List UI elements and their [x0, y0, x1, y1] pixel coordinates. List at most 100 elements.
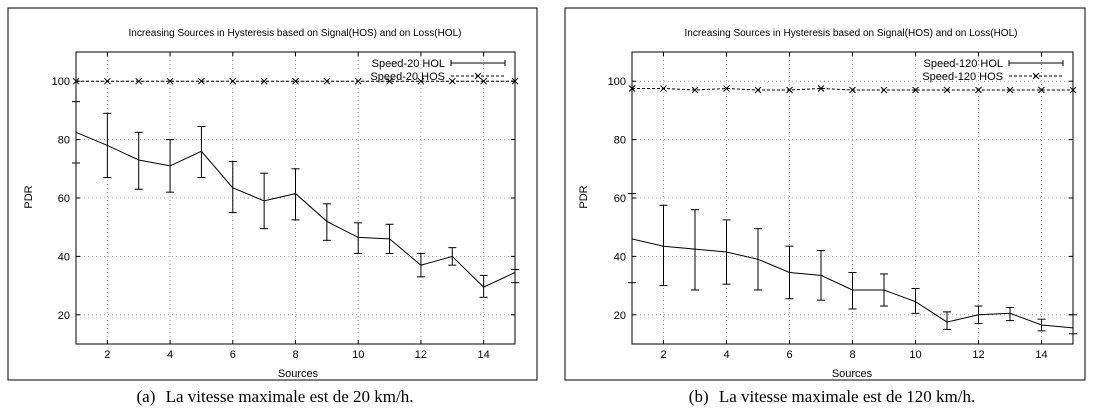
panel-b-x-tick-label-4: 4 [723, 349, 729, 361]
panel-b-y-tick-label-80: 80 [614, 135, 626, 147]
panel-b-series-1-point-stroke-b-5 [754, 86, 762, 94]
panel-a-legend-entry-0: Speed-20 HOL [372, 58, 506, 70]
panel-a-series-0-errorbar-11 [385, 223, 394, 254]
panel-a-series-0-errorbar-7 [260, 172, 269, 230]
panel-a-series-0-errorbar-9 [322, 203, 331, 241]
panel-a-series-1-point-10 [354, 77, 362, 85]
panel-b-series-0-errorbar-10 [911, 288, 920, 314]
panel-a-series-0-errorbar-10 [354, 222, 363, 254]
panel-b-series-1-point-10 [912, 86, 919, 94]
panel-b-x-tick-label-12: 12 [972, 349, 984, 361]
panel-b-series-0-errorbar-4 [722, 219, 731, 285]
panel-b-series-0-errorbar-14 [1037, 318, 1046, 332]
panel-a-series-1-point-stroke-b-11 [386, 77, 393, 85]
panel-b-legend-entry-1: Speed-120 HOS [922, 71, 1063, 83]
panel-b-legend-label-1: Speed-120 HOS [922, 71, 1003, 83]
panel-b-y-axis-label: PDR [578, 185, 590, 208]
panel-a-series-0-errorbar-2 [103, 112, 112, 179]
panel-a-x-tick-label-8: 8 [292, 349, 298, 361]
panel-b-series-1-point-stroke-b-6 [786, 86, 793, 94]
panel-a-x-tick-label-12: 12 [415, 349, 427, 361]
panel-b-series-1-point-14 [1038, 86, 1045, 94]
panel-b-x-tick-label-6: 6 [786, 349, 792, 361]
panel-a-series-1-point-stroke-b-2 [104, 77, 111, 85]
panel-b-x-tick-label-2: 2 [660, 349, 666, 361]
panel-a-x-tick-label-14: 14 [478, 349, 490, 361]
panel-a-series-0-errorbar-14 [479, 274, 488, 298]
panel-a-series-1-point-6 [229, 77, 237, 85]
panel-b-series-0-errorbar-11 [943, 311, 951, 330]
panel-a-series-1-point-13 [448, 77, 456, 85]
panel-b-series-1-point-stroke-b-8 [849, 86, 856, 94]
panel-b-series-0-errorbar-3 [691, 209, 699, 291]
panel-b-legend-marker-b-1 [1032, 72, 1040, 80]
panel-a-legend-entry-1: Speed-20 HOS [370, 71, 505, 83]
panel-a-y-tick-label-40: 40 [58, 251, 70, 263]
panel-b-letter: (b) [689, 387, 709, 406]
panel-a-title: Increasing Sources in Hysteresis based o… [129, 28, 462, 39]
panel-a-series-1-point-14 [480, 77, 487, 85]
panel-b-title: Increasing Sources in Hysteresis based o… [685, 28, 1018, 39]
panel-a-series-0-errorbar-3 [134, 131, 143, 190]
panel-b-series-0-errorbar-8 [848, 271, 857, 310]
panel-a-series-1-point-3 [135, 77, 143, 85]
panel-b-series-0-errorbar-2 [659, 204, 668, 287]
panel-a-x-tick-label-6: 6 [230, 349, 236, 361]
panel-a-x-axis-label: Sources [278, 368, 319, 380]
panel-a-series-0-errorbar-8 [291, 168, 300, 221]
panel-a-x-tick-label-10: 10 [352, 349, 364, 361]
panel-b-series-1-point-11 [943, 86, 951, 94]
panel-b-series-1-point-stroke-b-13 [1006, 86, 1014, 94]
panel-b-y-tick-label-20: 20 [614, 310, 626, 322]
panel-a-series-0-errorbar-12 [416, 252, 425, 278]
panel-b-legend-label-0: Speed-120 HOL [924, 58, 1004, 70]
panel-b-x-axis-label: Sources [832, 368, 873, 380]
panel-b: Increasing Sources in Hysteresis based o… [564, 7, 1086, 406]
panel-b-series-1-point-stroke-b-9 [880, 86, 888, 94]
panel-a-series-1-point-stroke-b-4 [166, 77, 174, 85]
panel-b-y-tick-label-40: 40 [614, 251, 626, 263]
panel-b-series-1-point-stroke-b-7 [817, 85, 825, 92]
panel-a-series-1-point-11 [386, 77, 393, 85]
panel-b-series-1-point-stroke-b-3 [691, 86, 699, 94]
panel-a-series-0-errorbar-6 [228, 161, 237, 214]
panel-b-caption-text: La vitesse maximale est de 120 km/h. [719, 387, 975, 406]
panel-b-series-1-point-stroke-b-12 [975, 86, 982, 94]
panel-b-series-1-point-stroke-b-4 [723, 85, 730, 92]
panel-b-series-1-point-9 [880, 86, 888, 94]
panel-b-series-0-errorbar-7 [817, 250, 825, 301]
panel-a-series-1-point-stroke-b-7 [260, 77, 268, 85]
panel-a-plot-area: 2 4 6 8 10 12 14 20 40 60 80 100 Speed-20 HOLSpeed-2… [52, 51, 519, 361]
panel-b-series-1-point-4 [723, 85, 730, 92]
panel-b-series-1-point-2 [660, 85, 667, 92]
panel-b-x-tick-label-10: 10 [909, 349, 921, 361]
panel-b-y-tick-label-60: 60 [614, 193, 626, 205]
panel-a-x-tick-label-4: 4 [167, 349, 173, 361]
panel-a-series-1-point-8 [292, 77, 299, 85]
panel-b-series-0-errorbar-12 [974, 305, 983, 325]
panel-a-series-1-point-stroke-b-5 [198, 77, 205, 85]
panel-b-plot-border [631, 51, 1074, 345]
panel-a-series-0-errorbar-13 [448, 247, 457, 266]
panel-b-caption: (b) La vitesse maximale est de 120 km/h. [689, 387, 975, 406]
panel-b-series-1-point-13 [1006, 86, 1014, 94]
panel-b-series-1-point-stroke-b-2 [660, 85, 667, 92]
panel-b-legend-entry-0: Speed-120 HOL [924, 58, 1064, 70]
panel-a-y-tick-label-100: 100 [52, 76, 70, 88]
panel-a-legend-marker-b-1 [474, 72, 482, 80]
panel-a: Increasing Sources in Hysteresis based o… [7, 7, 538, 406]
panel-a-series-1-point-4 [166, 77, 174, 85]
panel-a-caption-text: La vitesse maximale est de 20 km/h. [166, 387, 414, 406]
panel-a-caption: (a) La vitesse maximale est de 20 km/h. [137, 387, 414, 406]
panel-a-series-1-point-stroke-b-8 [292, 77, 299, 85]
panel-b-series-0-errorbar-13 [1006, 307, 1014, 322]
panel-a-plot-border [75, 51, 516, 345]
panel-a-series-1-point-9 [323, 77, 331, 85]
panel-a-series-0-errorbar-4 [166, 139, 175, 193]
panel-b-series-1-point-7 [817, 85, 825, 92]
panel-a-legend-label-1: Speed-20 HOS [370, 71, 445, 83]
panel-b-y-tick-label-100: 100 [608, 76, 626, 88]
panel-b-series-1-point-stroke-b-10 [912, 86, 919, 94]
panel-a-x-tick-label-2: 2 [104, 349, 110, 361]
